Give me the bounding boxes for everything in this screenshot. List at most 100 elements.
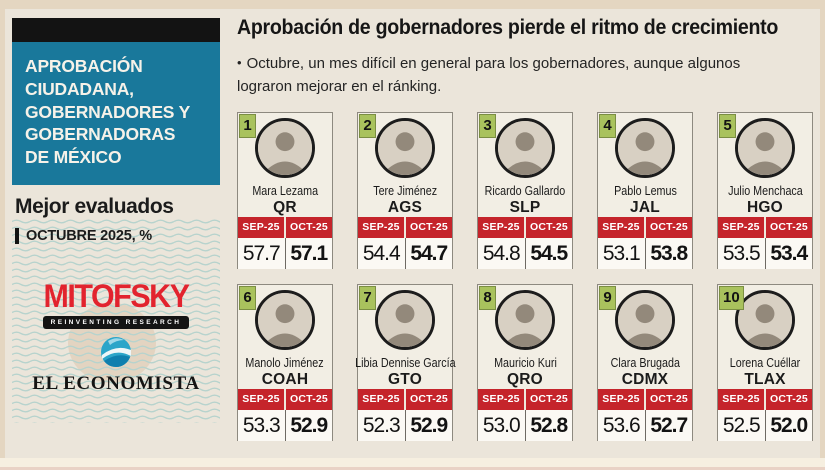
governor-photo <box>495 290 555 350</box>
bottom-light-strip <box>0 458 825 467</box>
values-row: 57.7 57.1 <box>238 238 332 269</box>
governor-name: Tere Jiménez <box>373 184 437 198</box>
governor-state: SLP <box>509 199 541 216</box>
el-economista-logo: EL ECONOMISTA <box>32 372 200 394</box>
governor-photo <box>495 118 555 178</box>
oct-column-header: OCT-25 <box>650 393 688 405</box>
person-avatar-icon <box>738 121 792 175</box>
oct-value: 52.9 <box>290 414 328 437</box>
person-avatar-icon <box>618 121 672 175</box>
section-subtitle: Mejor evaluados <box>15 194 174 218</box>
sep-column-header: SEP-25 <box>718 217 766 238</box>
rank-badge: 10 <box>719 286 744 310</box>
person-avatar-icon <box>498 121 552 175</box>
governor-name: Mara Lezama <box>252 184 318 198</box>
governor-name: Clara Brugada <box>610 356 680 370</box>
period-label: OCTUBRE 2025, % <box>15 227 220 244</box>
sep-column-header: SEP-25 <box>598 217 646 238</box>
oct-value: 52.9 <box>410 414 448 437</box>
governor-photo <box>615 290 675 350</box>
values-row: 53.1 53.8 <box>598 238 692 269</box>
person-avatar-icon <box>258 121 312 175</box>
sidebar: APROBACIÓN CIUDADANA, GOBERNADORES Y GOB… <box>12 18 220 455</box>
governor-photo <box>375 118 435 178</box>
governor-card: 5 Julio Menchaca HGO SEP-25 OCT-25 53.5 … <box>717 112 813 269</box>
governor-photo <box>375 290 435 350</box>
rank-badge: 5 <box>719 114 736 138</box>
governor-name: Manolo Jiménez <box>245 356 325 370</box>
oct-value: 53.8 <box>650 242 688 265</box>
sep-column-header: SEP-25 <box>718 389 766 410</box>
governor-state: TLAX <box>744 371 786 388</box>
rank-badge: 7 <box>359 286 376 310</box>
rank-badge: 2 <box>359 114 376 138</box>
sidebar-title: APROBACIÓN CIUDADANA, GOBERNADORES Y GOB… <box>12 42 220 185</box>
oct-value: 52.8 <box>530 414 568 437</box>
person-avatar-icon <box>378 293 432 347</box>
sep-column-header: SEP-25 <box>478 389 526 410</box>
mitofsky-logo: MITOFSKY <box>43 277 190 314</box>
summary-text: Octubre, un mes difícil en general para … <box>237 55 741 95</box>
oct-column-header: OCT-25 <box>290 393 328 405</box>
sep-value: 53.0 <box>478 410 526 441</box>
oct-value: 54.7 <box>410 242 448 265</box>
rank-badge: 1 <box>239 114 256 138</box>
person-avatar-icon <box>618 293 672 347</box>
governor-card: 1 Mara Lezama QR SEP-25 OCT-25 57.7 57.1 <box>237 112 333 269</box>
oct-column-header: OCT-25 <box>290 221 328 233</box>
sep-column-header: SEP-25 <box>358 389 406 410</box>
sep-column-header: SEP-25 <box>478 217 526 238</box>
oct-value: 57.1 <box>290 242 328 265</box>
values-row: 54.8 54.5 <box>478 238 572 269</box>
governor-card: 2 Tere Jiménez AGS SEP-25 OCT-25 54.4 54… <box>357 112 453 269</box>
oct-column-header: OCT-25 <box>650 221 688 233</box>
governor-photo <box>735 118 795 178</box>
sep-value: 54.8 <box>478 238 526 269</box>
sep-column-header: SEP-25 <box>238 217 286 238</box>
governor-state: JAL <box>630 199 660 216</box>
values-row: 53.6 52.7 <box>598 410 692 441</box>
governor-card: 8 Mauricio Kuri QRO SEP-25 OCT-25 53.0 5… <box>477 284 573 441</box>
sep-value: 53.6 <box>598 410 646 441</box>
person-avatar-icon <box>498 293 552 347</box>
values-row: 53.0 52.8 <box>478 410 572 441</box>
governor-name: Ricardo Gallardo <box>484 184 566 198</box>
column-headers-row: SEP-25 OCT-25 <box>238 389 332 410</box>
governor-name: Mauricio Kuri <box>493 356 557 370</box>
sidebar-title-line: GOBERNADORAS <box>25 124 176 145</box>
values-row: 52.3 52.9 <box>358 410 452 441</box>
bullet-icon: • <box>237 55 242 70</box>
sep-value: 53.3 <box>238 410 286 441</box>
sep-value: 54.4 <box>358 238 406 269</box>
oct-column-header: OCT-25 <box>770 393 808 405</box>
governor-state: CDMX <box>621 371 669 388</box>
oct-value: 54.5 <box>530 242 568 265</box>
sidebar-top-black-bar <box>12 18 220 42</box>
oct-value: 52.0 <box>770 414 808 437</box>
governor-card: 6 Manolo Jiménez COAH SEP-25 OCT-25 53.3… <box>237 284 333 441</box>
sep-value: 52.5 <box>718 410 766 441</box>
governor-state: GTO <box>388 371 422 388</box>
sep-column-header: SEP-25 <box>238 389 286 410</box>
sep-column-header: SEP-25 <box>598 389 646 410</box>
rank-badge: 4 <box>599 114 616 138</box>
column-headers-row: SEP-25 OCT-25 <box>718 217 812 238</box>
sidebar-title-line: DE MÉXICO <box>25 147 122 167</box>
column-headers-row: SEP-25 OCT-25 <box>598 389 692 410</box>
column-headers-row: SEP-25 OCT-25 <box>598 217 692 238</box>
oct-column-header: OCT-25 <box>530 221 568 233</box>
governor-card: 10 Lorena Cuéllar TLAX SEP-25 OCT-25 52.… <box>717 284 813 441</box>
governor-card: 7 Libia Dennise García GTO SEP-25 OCT-25… <box>355 284 455 441</box>
sep-value: 57.7 <box>238 238 286 269</box>
sidebar-lower: Mejor evaluados OCTUBRE 2025, % MITOFSKY… <box>12 195 220 395</box>
sep-value: 52.3 <box>358 410 406 441</box>
values-row: 53.3 52.9 <box>238 410 332 441</box>
column-headers-row: SEP-25 OCT-25 <box>718 389 812 410</box>
governor-card: 3 Ricardo Gallardo SLP SEP-25 OCT-25 54.… <box>477 112 573 269</box>
summary-bullet: • Octubre, un mes difícil en general para… <box>237 53 797 98</box>
oct-value: 52.7 <box>650 414 688 437</box>
sidebar-title-line: GOBERNADORES Y <box>25 101 191 122</box>
governor-state: HGO <box>747 199 783 216</box>
governor-state: AGS <box>387 199 423 216</box>
sep-value: 53.5 <box>718 238 766 269</box>
